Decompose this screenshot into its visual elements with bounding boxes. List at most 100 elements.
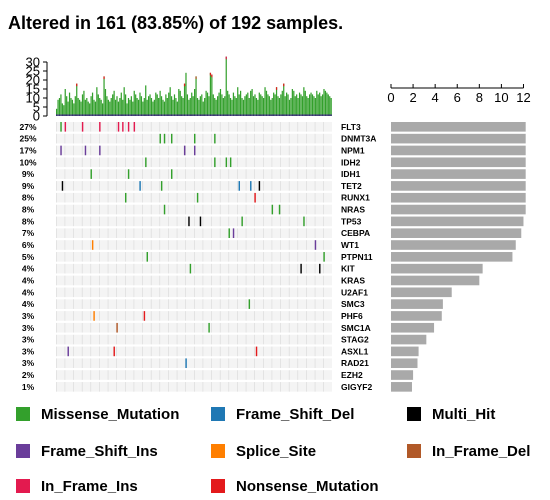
matrix-cell-divider <box>81 216 83 227</box>
tmb-bar-base <box>97 114 99 116</box>
tmb-bar <box>324 90 327 116</box>
matrix-cell-divider <box>159 358 161 369</box>
matrix-cell-divider <box>185 240 186 250</box>
matrix-cell-divider <box>211 358 212 369</box>
tmb-bar-base <box>83 114 85 116</box>
matrix-cell-divider <box>194 358 195 369</box>
alteration-cell <box>163 204 166 215</box>
gene-pct-label: 2% <box>22 370 35 380</box>
tmb-bar-base <box>215 114 217 116</box>
tmb-bar <box>263 98 265 116</box>
gene-frequency-bar <box>391 216 524 227</box>
tmb-bar <box>135 94 137 116</box>
matrix-cell-divider <box>185 382 186 392</box>
tmb-bar <box>136 98 138 116</box>
matrix-cell-divider <box>176 181 178 191</box>
legend-swatch <box>16 479 30 493</box>
matrix-cell-divider <box>81 311 83 321</box>
alteration-cell <box>81 122 84 132</box>
matrix-cell-divider <box>73 192 74 203</box>
matrix-cell-divider <box>116 192 117 203</box>
tmb-bar-base <box>252 114 255 116</box>
matrix-cell-divider <box>280 287 281 298</box>
tmb-bar <box>175 98 177 116</box>
matrix-cell-divider <box>271 181 273 191</box>
matrix-cell-divider <box>288 133 290 144</box>
tmb-bar-base <box>113 114 115 116</box>
tmb-bar <box>196 98 199 116</box>
matrix-cell-divider <box>211 157 212 168</box>
gene-name-label: U2AF1 <box>341 287 368 297</box>
tmb-bar-base <box>273 114 275 116</box>
matrix-cell-divider <box>297 192 299 203</box>
matrix-cell-divider <box>73 228 74 238</box>
tmb-bar-cap <box>103 76 105 79</box>
matrix-cell-divider <box>107 169 109 179</box>
matrix-cell-divider <box>314 169 316 179</box>
tmb-bar <box>288 99 291 116</box>
gene-pct-label: 3% <box>22 335 35 345</box>
matrix-cell-divider <box>142 216 143 227</box>
matrix-cell-divider <box>254 370 255 380</box>
tmb-bar <box>123 87 125 116</box>
tmb-bar <box>261 96 263 116</box>
matrix-cell-divider <box>228 322 230 333</box>
tmb-bar-base <box>67 114 69 116</box>
matrix-cell-divider <box>254 358 255 369</box>
matrix-cell-divider <box>288 181 290 191</box>
matrix-cell-divider <box>99 181 100 191</box>
gene-pct-label: 9% <box>22 181 35 191</box>
tmb-bar <box>91 92 94 116</box>
tmb-bar-base <box>57 114 59 116</box>
matrix-cell-divider <box>263 334 264 345</box>
matrix-cell-divider <box>176 157 178 168</box>
tmb-bar-base <box>127 114 130 116</box>
matrix-cell-divider <box>73 334 74 345</box>
alteration-cell <box>303 216 305 227</box>
matrix-cell-divider <box>168 275 169 286</box>
tmb-bar-base <box>158 114 160 116</box>
tmb-bar <box>264 87 266 116</box>
matrix-cell-divider <box>323 322 324 333</box>
tmb-bar <box>179 90 181 116</box>
tmb-bar <box>100 99 102 116</box>
tmb-bar-base <box>84 114 86 116</box>
tmb-bar-base <box>58 114 61 116</box>
matrix-cell-divider <box>306 228 307 238</box>
matrix-cell-divider <box>90 382 92 392</box>
gene-frequency-bar <box>391 133 526 144</box>
matrix-cell-divider <box>228 181 230 191</box>
tmb-bar <box>238 94 240 116</box>
matrix-cell-divider <box>228 358 230 369</box>
tmb-bar-base <box>231 114 233 116</box>
tmb-bar-base <box>155 114 157 116</box>
matrix-cell-divider <box>211 346 212 357</box>
matrix-cell-divider <box>245 228 247 238</box>
legend-label: Frame_Shift_Ins <box>41 442 158 460</box>
tmb-bar-base <box>149 114 151 116</box>
tmb-bar <box>198 99 200 116</box>
tmb-bar <box>316 90 318 116</box>
matrix-cell-divider <box>297 228 299 238</box>
matrix-cell-divider <box>228 299 230 309</box>
gene-name-label: DNMT3A <box>341 134 376 144</box>
tmb-bar <box>191 92 193 116</box>
alteration-cell <box>159 133 161 144</box>
matrix-cell-divider <box>176 370 178 380</box>
matrix-cell-divider <box>142 181 143 191</box>
matrix-cell-divider <box>288 169 290 179</box>
matrix-cell-divider <box>245 192 247 203</box>
tmb-bar <box>300 94 302 116</box>
tmb-axis-tick-label: 20 <box>26 73 40 88</box>
matrix-cell-divider <box>237 263 238 274</box>
alteration-cell <box>232 228 235 238</box>
matrix-cell-divider <box>150 299 152 309</box>
matrix-cell-divider <box>81 275 83 286</box>
matrix-cell-divider <box>64 334 66 345</box>
matrix-cell-divider <box>116 311 117 321</box>
legend-label: Missense_Mutation <box>41 405 180 423</box>
matrix-cell-divider <box>202 358 204 369</box>
tmb-bar <box>106 96 108 116</box>
matrix-cell-divider <box>125 311 126 321</box>
matrix-cell-divider <box>323 382 324 392</box>
